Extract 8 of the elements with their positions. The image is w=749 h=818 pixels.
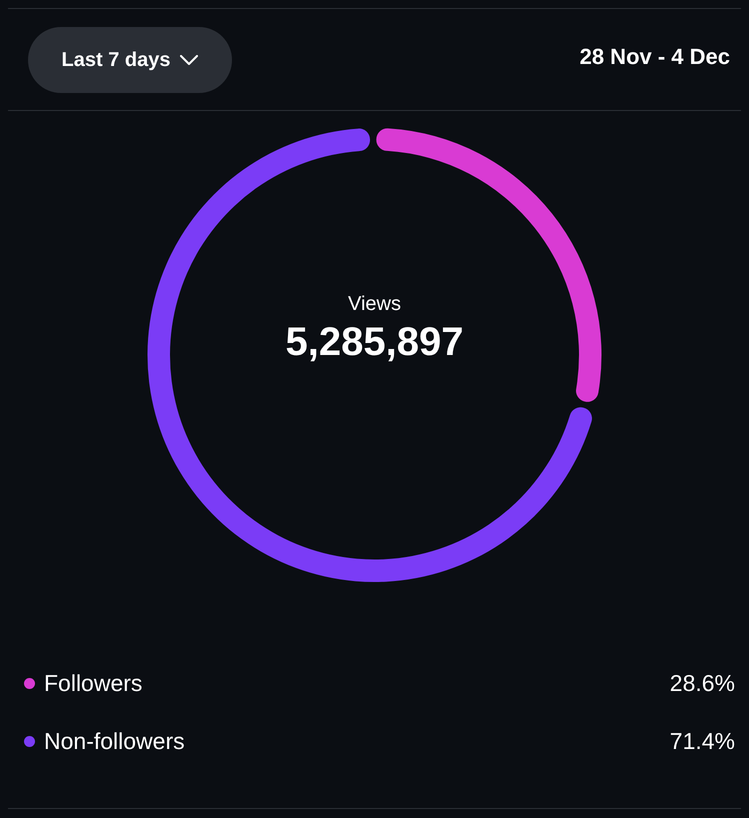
legend-label: Followers	[44, 670, 142, 696]
text: 5,285,897	[284, 320, 464, 365]
text: Views	[347, 293, 402, 316]
data-label: 71.4%	[670, 728, 735, 754]
legend-label: Non-followers	[44, 728, 185, 754]
text: Last 7 days	[62, 48, 170, 72]
text: 28 Nov - 4 Dec	[580, 44, 730, 70]
data-label: 28.6%	[670, 670, 735, 696]
